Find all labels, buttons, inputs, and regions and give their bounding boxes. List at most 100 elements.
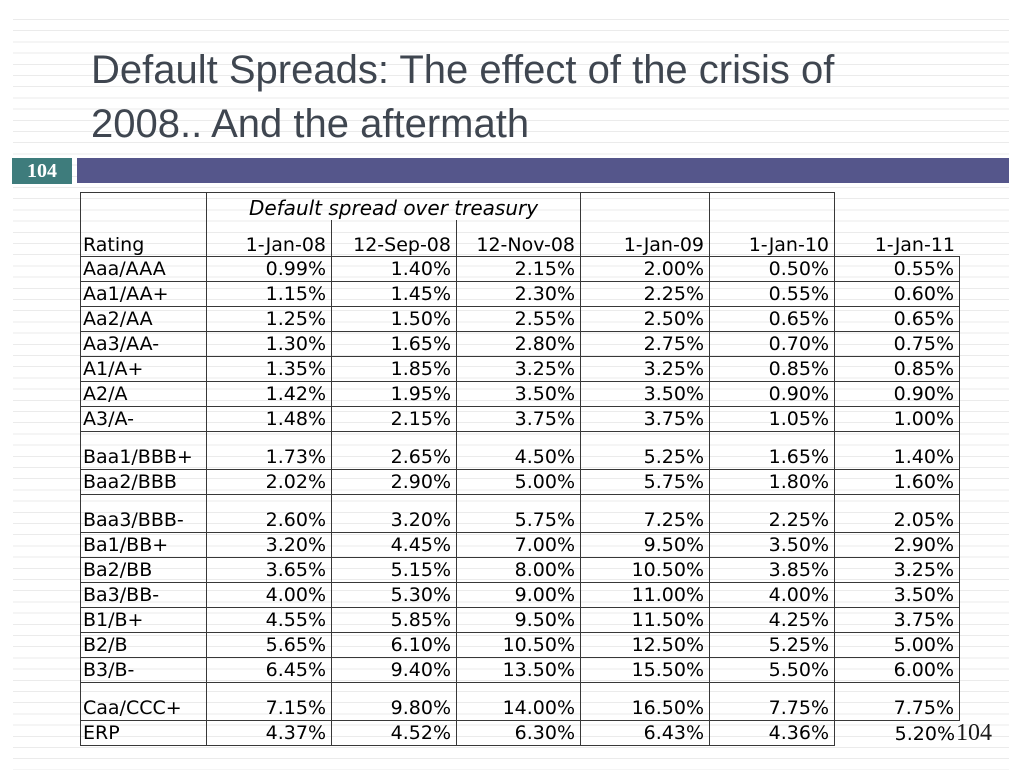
value-cell: 5.25%	[710, 633, 836, 658]
value-cell: 4.00%	[207, 583, 332, 608]
group-gap-cell	[207, 495, 332, 508]
value-cell: 9.00%	[457, 583, 582, 608]
value-cell: 1.60%	[835, 470, 961, 495]
column-header-row: Rating 1-Jan-08 12-Sep-08 12-Nov-08 1-Ja…	[80, 220, 961, 257]
value-cell: 7.75%	[835, 696, 961, 721]
band-header-cell-open	[835, 192, 960, 220]
value-cell: 10.50%	[581, 558, 711, 583]
value-cell: 0.90%	[710, 382, 836, 407]
rating-cell: Aa3/AA-	[80, 332, 207, 357]
value-cell: 2.15%	[332, 407, 457, 432]
table-row-B1/B+: B1/B+ 4.55% 5.85% 9.50% 11.50% 4.25% 3.75%	[80, 608, 961, 633]
rating-cell: Aa1/AA+	[80, 282, 207, 307]
rating-cell: Ba2/BB	[80, 558, 207, 583]
value-cell: 0.70%	[710, 332, 836, 357]
rating-cell: Ba1/BB+	[80, 533, 207, 558]
value-cell: 11.00%	[581, 583, 711, 608]
value-cell: 16.50%	[581, 696, 711, 721]
rating-cell: A2/A	[80, 382, 207, 407]
value-cell: 2.65%	[332, 445, 457, 470]
value-cell: 3.25%	[457, 357, 582, 382]
rating-cell: A1/A+	[80, 357, 207, 382]
group-gap-cell	[332, 432, 457, 445]
value-cell: 13.50%	[457, 658, 582, 683]
group-gap-cell	[457, 432, 582, 445]
value-cell: 3.50%	[581, 382, 711, 407]
value-cell: 2.25%	[581, 282, 711, 307]
rating-cell: B1/B+	[80, 608, 207, 633]
table-row-ERP: ERP 4.37% 4.52% 6.30% 6.43% 4.36% 5.20%	[80, 721, 960, 746]
value-cell: 2.25%	[710, 508, 836, 533]
value-cell: 2.60%	[207, 508, 332, 533]
page-number: 104	[956, 720, 992, 746]
column-header: 1-Jan-08	[207, 220, 332, 257]
group-gap-row	[80, 432, 961, 445]
group-gap-row	[80, 495, 961, 508]
value-cell: 3.85%	[710, 558, 836, 583]
value-cell: 5.50%	[710, 658, 836, 683]
value-cell: 1.80%	[710, 470, 836, 495]
table-row-A2/A: A2/A 1.42% 1.95% 3.50% 3.50% 0.90% 0.90%	[80, 382, 961, 407]
value-cell: 6.00%	[835, 658, 961, 683]
group-gap-cell	[581, 495, 711, 508]
value-cell: 1.40%	[332, 257, 457, 282]
group-gap-cell	[332, 683, 457, 696]
group-gap-cell	[207, 683, 332, 696]
table-row-Aa3/AA-: Aa3/AA- 1.30% 1.65% 2.80% 2.75% 0.70% 0.75%	[80, 332, 961, 357]
rating-cell: Baa2/BBB	[80, 470, 207, 495]
table-row-Aaa/AAA: Aaa/AAA 0.99% 1.40% 2.15% 2.00% 0.50% 0.55%	[80, 257, 961, 282]
table-row-Baa2/BBB: Baa2/BBB 2.02% 2.90% 5.00% 5.75% 1.80% 1.60%	[80, 470, 961, 495]
group-gap-cell	[332, 495, 457, 508]
table-row-Ba2/BB: Ba2/BB 3.65% 5.15% 8.00% 10.50% 3.85% 3.25%	[80, 558, 961, 583]
value-cell: 5.00%	[835, 633, 961, 658]
column-header-rating: Rating	[80, 220, 207, 257]
value-cell: 6.45%	[207, 658, 332, 683]
value-cell: 2.75%	[581, 332, 711, 357]
table-row-A3/A-: A3/A- 1.48% 2.15% 3.75% 3.75% 1.05% 1.00%	[80, 407, 961, 432]
value-cell: 3.50%	[835, 583, 961, 608]
group-gap-cell	[710, 683, 836, 696]
value-cell: 3.50%	[457, 382, 582, 407]
column-header: 1-Jan-10	[710, 220, 836, 257]
value-cell: 7.15%	[207, 696, 332, 721]
value-cell: 4.25%	[710, 608, 836, 633]
rating-cell: A3/A-	[80, 407, 207, 432]
value-cell: 7.25%	[581, 508, 711, 533]
value-cell: 5.00%	[457, 470, 582, 495]
value-cell: 3.75%	[581, 407, 711, 432]
value-cell: 12.50%	[581, 633, 711, 658]
group-gap-cell	[710, 432, 836, 445]
column-header: 12-Nov-08	[457, 220, 582, 257]
rating-cell: ERP	[80, 721, 207, 746]
table-row-Ba1/BB+: Ba1/BB+ 3.20% 4.45% 7.00% 9.50% 3.50% 2.90%	[80, 533, 961, 558]
group-gap-row	[80, 683, 961, 696]
value-cell: 3.25%	[835, 558, 961, 583]
value-cell: 1.40%	[835, 445, 961, 470]
value-cell: 3.75%	[835, 608, 961, 633]
group-gap-cell	[457, 495, 582, 508]
value-cell: 2.15%	[457, 257, 582, 282]
value-cell: 3.50%	[710, 533, 836, 558]
table-row-Aa2/AA: Aa2/AA 1.25% 1.50% 2.55% 2.50% 0.65% 0.65%	[80, 307, 961, 332]
value-cell: 9.50%	[457, 608, 582, 633]
slide-title-line-1: Default Spreads: The effect of the crisi…	[91, 48, 835, 92]
table-row-B3/B-: B3/B- 6.45% 9.40% 13.50% 15.50% 5.50% 6.00%	[80, 658, 961, 683]
value-cell: 2.55%	[457, 307, 582, 332]
value-cell: 1.65%	[710, 445, 836, 470]
table-row-Baa1/BBB+: Baa1/BBB+ 1.73% 2.65% 4.50% 5.25% 1.65% 1.40%	[80, 445, 961, 470]
value-cell: 6.30%	[457, 721, 582, 746]
table-row-B2/B: B2/B 5.65% 6.10% 10.50% 12.50% 5.25% 5.00%	[80, 633, 961, 658]
value-cell: 2.02%	[207, 470, 332, 495]
value-cell: 4.55%	[207, 608, 332, 633]
value-cell: 0.65%	[710, 307, 836, 332]
slide-number-box: 104	[12, 158, 72, 184]
value-cell: 1.50%	[332, 307, 457, 332]
value-cell: 1.25%	[207, 307, 332, 332]
band-header-text: Default spread over treasury	[248, 196, 539, 220]
value-cell: 1.30%	[207, 332, 332, 357]
group-gap-cell	[581, 683, 711, 696]
table-row-A1/A+: A1/A+ 1.35% 1.85% 3.25% 3.25% 0.85% 0.85%	[80, 357, 961, 382]
title-banner	[77, 158, 1009, 183]
group-gap-cell	[207, 432, 332, 445]
value-cell: 0.65%	[835, 307, 961, 332]
